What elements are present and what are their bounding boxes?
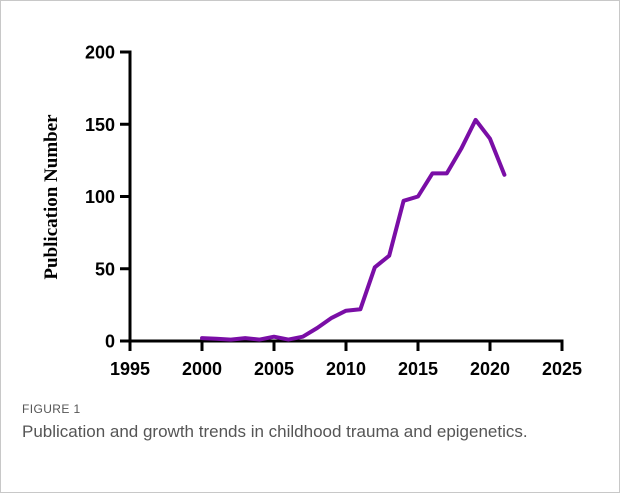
y-tick-label: 0 xyxy=(105,332,115,352)
line-chart: 0 50 100 150 200 1995 2000 2005 2010 2015 2020 2025… xyxy=(41,43,582,380)
x-tick-label: 1995 xyxy=(110,359,150,379)
x-tick-label: 2015 xyxy=(398,359,438,379)
chart-axes xyxy=(128,50,564,343)
chart-plot xyxy=(200,117,507,342)
x-tick-label: 2025 xyxy=(542,359,582,379)
figure-label: FIGURE 1 xyxy=(22,402,81,416)
y-tick-label: 150 xyxy=(85,115,115,135)
figure-caption: Publication and growth trends in childho… xyxy=(22,422,528,441)
x-tick-label: 2020 xyxy=(470,359,510,379)
y-tick-label: 100 xyxy=(85,187,115,207)
y-tick-label: 50 xyxy=(95,259,115,279)
x-tick-label: 2000 xyxy=(182,359,222,379)
y-axis-label: Publication Number xyxy=(41,114,62,280)
y-tick-label: 200 xyxy=(85,43,115,63)
series-line xyxy=(200,117,507,342)
x-tick-label: 2010 xyxy=(326,359,366,379)
x-tick-label: 2005 xyxy=(254,359,294,379)
chart-ticks: 0 50 100 150 200 1995 2000 2005 2010 2015 2020 2025 xyxy=(85,43,582,380)
